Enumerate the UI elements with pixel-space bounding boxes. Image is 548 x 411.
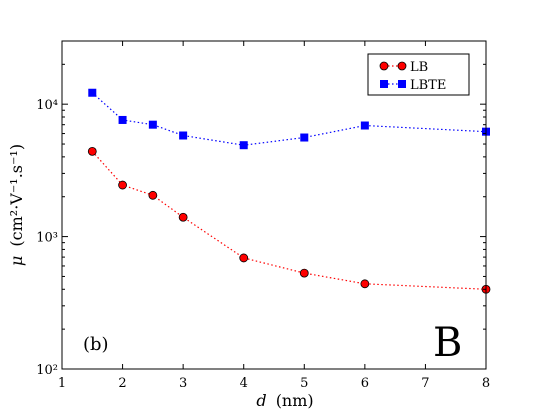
legend-marker [397, 61, 407, 71]
data-point-lb [360, 279, 370, 289]
x-tick-label: 8 [482, 376, 490, 391]
panel-letter: B [433, 320, 462, 366]
series-layer [87, 88, 491, 294]
legend-box [367, 53, 470, 96]
data-point-lbte [179, 131, 188, 140]
legend-label: LB [410, 60, 428, 75]
y-tick-label: 10³ [36, 231, 58, 246]
x-tick-label: 3 [179, 376, 187, 391]
x-tick-label: 6 [361, 376, 369, 391]
data-point-lbte [239, 141, 248, 150]
data-point-lbte [148, 120, 157, 129]
data-point-lb [87, 146, 97, 156]
y-axis-title: μ (cm²·V⁻¹.s⁻¹) [7, 144, 26, 266]
legend-marker [379, 61, 389, 71]
x-tick-label: 5 [300, 376, 308, 391]
legend-marker [380, 80, 388, 88]
legend-label: LBTE [410, 78, 446, 93]
panel-label: (b) [83, 334, 109, 355]
legend: LB LBTE [367, 53, 470, 96]
data-point-lb [239, 253, 249, 263]
x-tick-label: 1 [58, 376, 66, 391]
data-point-lbte [88, 88, 97, 97]
y-tick-label: 10² [36, 363, 58, 378]
x-tick-label: 2 [118, 376, 126, 391]
data-point-lb [148, 190, 158, 200]
data-point-lbte [360, 121, 369, 130]
series-line-lbte [91, 92, 487, 146]
legend-items: LB LBTE [379, 60, 446, 93]
x-tick-label: 7 [421, 376, 429, 391]
data-point-lbte [118, 115, 127, 124]
tick-layer: 1 2 3 4 5 6 7 8 10² 10³ 10⁴ [36, 41, 490, 391]
x-axis-unit: (nm) [276, 391, 314, 410]
data-point-lb [299, 268, 309, 278]
x-axis-symbol: d [256, 391, 266, 410]
x-axis-title: d (nm) [256, 391, 313, 410]
y-tick-label: 10⁴ [36, 98, 58, 113]
series-line-lb [91, 150, 487, 290]
y-axis-symbol: μ [7, 256, 26, 266]
data-point-lb [178, 212, 188, 222]
plot-frame [61, 40, 487, 370]
x-tick-label: 4 [240, 376, 248, 391]
legend-marker [398, 80, 406, 88]
data-point-lbte [300, 133, 309, 142]
y-axis-unit: (cm²·V⁻¹.s⁻¹) [7, 144, 26, 247]
data-point-lb [118, 180, 127, 190]
